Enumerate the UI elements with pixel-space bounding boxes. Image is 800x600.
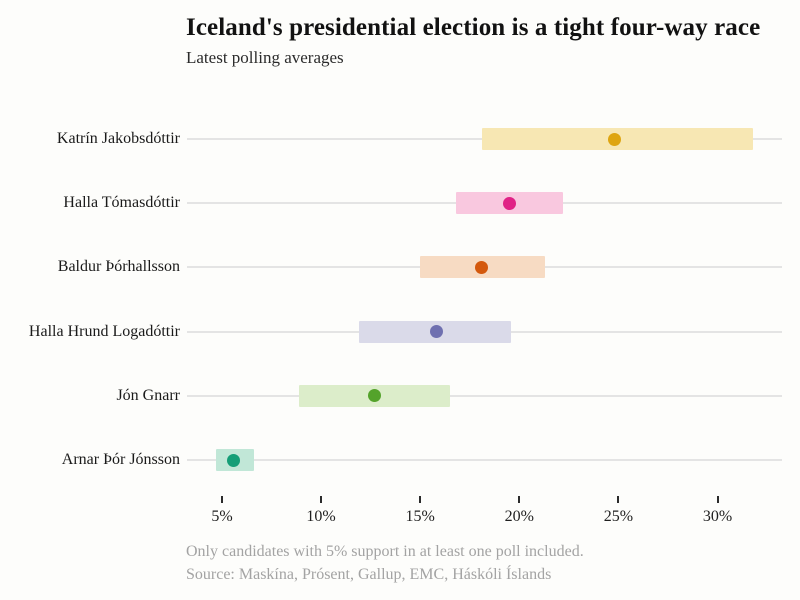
axis-tick-mark [320,496,323,503]
axis-tick-mark [518,496,521,503]
candidate-label: Katrín Jakobsdóttir [56,130,180,147]
axis-tick-mark [419,496,422,503]
footnote: Only candidates with 5% support in at le… [186,543,584,560]
axis-tick-label: 25% [603,508,634,525]
axis-tick-label: 30% [702,508,733,525]
poll-average-dot [607,132,621,146]
axis-tick-label: 20% [504,508,534,525]
source-line: Source: Maskína, Prósent, Gallup, EMC, H… [186,566,552,583]
row-baseline [187,459,782,461]
poll-average-dot [502,196,516,210]
axis-tick-label: 10% [306,508,336,525]
axis-tick-mark [716,496,719,503]
chart-title: Iceland's presidential election is a tig… [186,14,761,41]
axis-tick-label: 5% [211,508,233,525]
candidate-label: Arnar Þór Jónsson [61,451,180,468]
axis-tick-mark [221,496,223,503]
chart-subtitle: Latest polling averages [186,48,344,67]
candidate-label: Halla Hrund Logadóttir [28,322,180,340]
row-baseline [187,394,782,397]
candidate-label: Baldur Þórhallsson [57,258,180,276]
axis-tick-label: 15% [405,508,435,525]
candidate-label: Jón Gnarr [116,386,180,404]
axis-tick-mark [617,496,620,503]
candidate-label: Halla Tómasdóttir [63,194,180,212]
poll-average-dot [368,389,382,403]
poll-average-dot [429,325,443,339]
poll-average-dot [475,260,489,274]
poll-average-dot [227,453,241,467]
